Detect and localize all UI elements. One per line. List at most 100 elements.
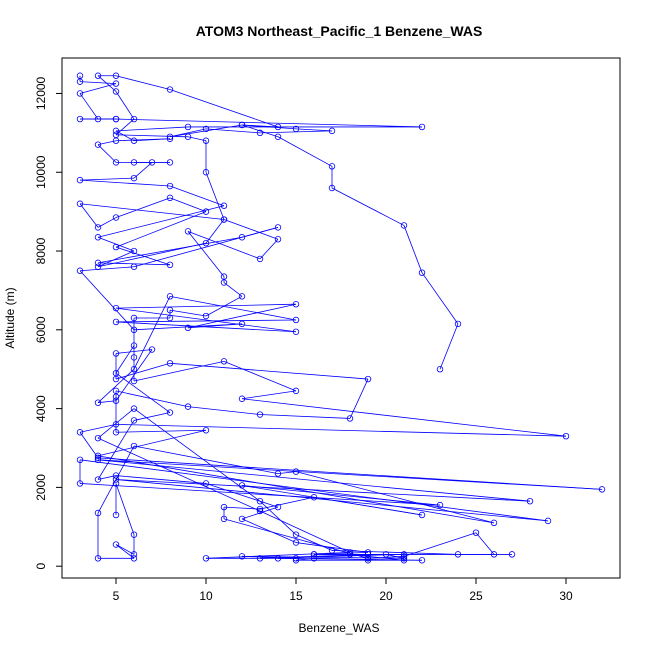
series-segment	[439, 323, 459, 370]
data-point	[274, 224, 282, 231]
series-segment	[169, 185, 225, 207]
series-segment	[169, 309, 207, 317]
data-point	[76, 429, 84, 436]
data-point	[202, 169, 210, 176]
data-point	[202, 427, 210, 434]
data-point	[418, 123, 426, 131]
series-1	[76, 72, 498, 562]
data-point	[238, 293, 246, 300]
series-segment	[115, 118, 135, 136]
data-point	[490, 551, 498, 558]
series-segment	[79, 179, 171, 187]
series-segment	[115, 429, 207, 433]
series-segment	[187, 303, 297, 329]
series-segment	[259, 500, 297, 535]
y-tick-label: 10000	[34, 155, 48, 189]
data-point	[130, 551, 138, 558]
data-point	[112, 159, 120, 166]
data-point	[274, 133, 282, 140]
series-segment	[241, 398, 567, 437]
data-point	[112, 214, 120, 221]
data-point	[94, 509, 102, 517]
data-point	[76, 90, 84, 97]
data-point	[166, 194, 174, 202]
series-segment	[169, 89, 279, 128]
data-point	[112, 127, 120, 135]
data-point	[130, 115, 138, 123]
data-point	[76, 480, 84, 487]
data-point	[472, 529, 480, 536]
series-segment	[79, 432, 99, 459]
y-tick-label: 12000	[34, 76, 48, 110]
x-axis: 5 10 15 20 25 30	[113, 577, 573, 603]
x-tick-label: 30	[559, 589, 573, 603]
data-point	[94, 456, 102, 464]
series-segment	[133, 360, 225, 382]
series-segment	[241, 124, 279, 138]
series-segment	[331, 187, 405, 226]
data-point	[166, 306, 174, 314]
y-tick-label: 0	[34, 563, 48, 570]
series-segment	[79, 203, 99, 228]
series-segment	[115, 91, 135, 120]
data-point	[94, 259, 102, 267]
data-point	[310, 494, 318, 501]
data-point	[112, 476, 120, 483]
data-point	[130, 531, 138, 538]
data-point	[256, 505, 264, 513]
data-point	[418, 557, 426, 564]
data-point	[508, 551, 516, 558]
series-segment	[241, 555, 405, 559]
data-point	[112, 88, 120, 95]
data-point	[274, 503, 282, 511]
series-segment	[115, 134, 189, 138]
series-segment	[223, 518, 369, 559]
series-2	[76, 72, 606, 564]
series-segment	[115, 475, 207, 484]
data-point	[112, 115, 120, 123]
data-point	[166, 133, 174, 140]
series-segment	[187, 323, 243, 329]
data-point	[130, 354, 138, 361]
data-point	[292, 539, 300, 546]
y-tick-label: 6000	[34, 316, 48, 343]
data-point	[130, 405, 138, 412]
data-point	[130, 137, 138, 144]
data-point	[202, 125, 210, 133]
series-segment	[97, 459, 603, 490]
data-point	[76, 200, 84, 207]
data-point	[184, 403, 192, 410]
data-point	[256, 255, 264, 263]
data-point	[112, 393, 120, 400]
series-segment	[115, 544, 135, 559]
data-point	[76, 176, 84, 184]
data-point	[112, 131, 120, 139]
series-segment	[115, 246, 171, 266]
data-point	[292, 316, 300, 324]
data-point	[490, 519, 498, 527]
plot-area	[76, 72, 606, 564]
data-point	[238, 234, 246, 241]
series-segment	[97, 455, 495, 524]
data-point	[112, 304, 120, 312]
data-point	[166, 293, 174, 300]
x-tick-label: 15	[289, 589, 303, 603]
data-point	[184, 228, 192, 235]
data-point	[364, 551, 372, 558]
series-segment	[115, 321, 297, 333]
data-point	[184, 133, 192, 140]
series-segment	[259, 238, 279, 260]
data-point	[166, 409, 174, 416]
series-segment	[97, 217, 117, 228]
data-point	[94, 224, 102, 231]
data-point	[94, 476, 102, 483]
data-point	[130, 417, 138, 424]
data-point	[130, 314, 138, 322]
series-segment	[313, 557, 405, 561]
data-point	[202, 208, 210, 215]
data-point	[94, 234, 102, 241]
data-point	[400, 222, 408, 229]
series-segment	[187, 230, 261, 260]
data-point	[130, 263, 138, 270]
